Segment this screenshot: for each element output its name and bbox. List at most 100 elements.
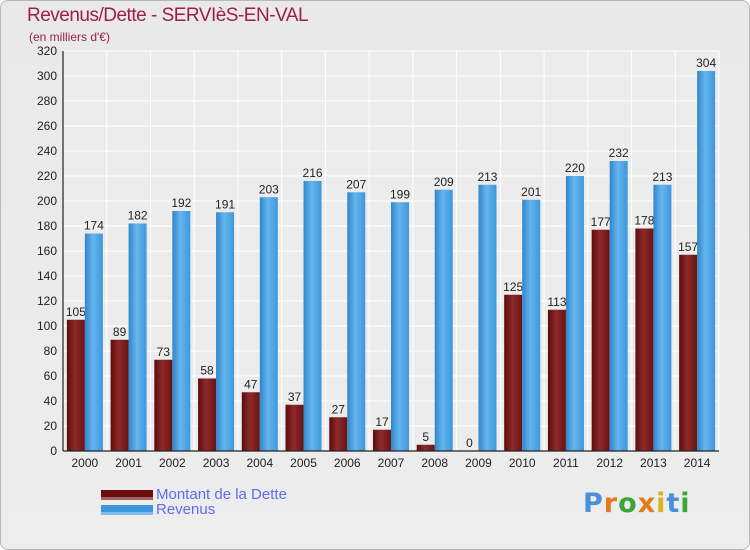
bar-debt: [416, 444, 435, 451]
bar-debt: [154, 359, 173, 451]
bar-revenue: [609, 161, 628, 451]
x-tick-label: 2013: [640, 456, 667, 470]
data-label: 192: [171, 196, 191, 210]
data-label: 177: [591, 215, 611, 229]
data-label: 209: [434, 175, 454, 189]
bar-revenue: [216, 212, 235, 451]
y-tick-label: 280: [37, 94, 57, 108]
legend-label-debt: Montant de la Dette: [156, 486, 287, 503]
bar-revenue: [478, 184, 497, 451]
bar-debt: [679, 254, 698, 451]
x-tick-label: 2011: [553, 456, 579, 470]
x-tick-label: 2000: [72, 456, 99, 470]
data-label: 216: [303, 166, 323, 180]
y-tick-label: 120: [37, 294, 57, 308]
y-tick-label: 260: [37, 119, 57, 133]
bar-revenue: [565, 176, 584, 451]
bar-revenue: [653, 184, 672, 451]
data-label: 27: [332, 402, 346, 416]
bar-revenue: [84, 233, 103, 451]
bar-debt: [591, 229, 610, 451]
y-tick-label: 220: [37, 169, 57, 183]
data-label: 182: [128, 209, 148, 223]
logo-letter: i: [656, 488, 667, 519]
data-label: 157: [678, 240, 698, 254]
x-tick-label: 2008: [421, 456, 448, 470]
data-label: 199: [390, 187, 410, 201]
bar-debt: [241, 392, 260, 451]
data-label: 58: [200, 364, 214, 378]
data-label: 178: [634, 214, 654, 228]
data-label: 73: [157, 345, 171, 359]
legend-swatch-debt: [101, 490, 153, 500]
data-label: 105: [66, 305, 86, 319]
data-label: 220: [565, 161, 585, 175]
y-tick-label: 180: [37, 219, 57, 233]
y-tick-label: 0: [50, 444, 57, 458]
logo-letter: o: [618, 488, 638, 519]
x-tick-label: 2006: [334, 456, 361, 470]
chart-title: Revenus/Dette - SERVIèS-EN-VAL: [27, 5, 309, 26]
bar-debt: [373, 429, 391, 451]
y-tick-label: 40: [44, 394, 58, 408]
x-tick-label: 2012: [596, 456, 623, 470]
logo-letter: i: [680, 488, 691, 519]
bar-revenue: [303, 181, 322, 451]
x-tick-label: 2004: [246, 456, 273, 470]
logo-letter: r: [603, 488, 619, 519]
bar-revenue: [259, 197, 278, 451]
x-tick-label: 2005: [290, 456, 317, 470]
bar-debt: [504, 294, 523, 451]
x-tick-label: 2009: [465, 456, 492, 470]
y-tick-label: 20: [44, 419, 58, 433]
bar-debt: [110, 339, 129, 451]
bar-debt: [66, 319, 85, 451]
data-label: 207: [346, 177, 366, 191]
logo-letter: x: [637, 488, 657, 519]
chart-subtitle: (en milliers d'€): [29, 30, 110, 44]
data-label: 37: [288, 390, 302, 404]
data-label: 89: [113, 325, 127, 339]
data-label: 213: [652, 170, 672, 184]
bar-debt: [198, 378, 217, 451]
data-label: 174: [84, 219, 104, 233]
bar-revenue: [172, 211, 191, 451]
y-tick-label: 300: [37, 69, 57, 83]
bar-revenue: [434, 189, 453, 451]
y-tick-label: 100: [37, 319, 57, 333]
bar-debt: [285, 404, 304, 451]
y-tick-label: 240: [37, 144, 57, 158]
logo-letter: P: [583, 488, 604, 519]
bar-revenue: [697, 71, 716, 451]
y-tick-label: 80: [44, 344, 58, 358]
data-label: 191: [215, 197, 235, 211]
bar-revenue: [128, 223, 147, 451]
y-tick-label: 160: [37, 244, 57, 258]
data-label: 47: [244, 377, 258, 391]
x-tick-label: 2007: [378, 456, 405, 470]
logo-letter: t: [666, 488, 681, 519]
data-label: 213: [477, 170, 497, 184]
proxiti-logo: Proxiti: [583, 488, 691, 519]
legend-swatch-revenue: [101, 505, 153, 515]
x-tick-label: 2001: [115, 456, 142, 470]
bar-revenue: [522, 199, 541, 451]
bar-revenue: [391, 202, 409, 451]
bar-revenue: [347, 192, 366, 451]
data-label: 203: [259, 182, 279, 196]
bar-debt: [547, 309, 566, 451]
x-tick-label: 2003: [203, 456, 230, 470]
bar-debt: [635, 228, 654, 451]
data-label: 113: [547, 295, 566, 309]
data-label: 201: [521, 185, 541, 199]
x-tick-label: 2002: [159, 456, 186, 470]
legend-label-revenue: Revenus: [156, 501, 216, 518]
y-tick-label: 200: [37, 194, 57, 208]
data-label: 17: [375, 415, 389, 429]
x-tick-label: 2010: [509, 456, 536, 470]
y-tick-label: 140: [37, 269, 57, 283]
y-tick-label: 320: [37, 44, 57, 58]
bar-debt: [329, 417, 348, 451]
